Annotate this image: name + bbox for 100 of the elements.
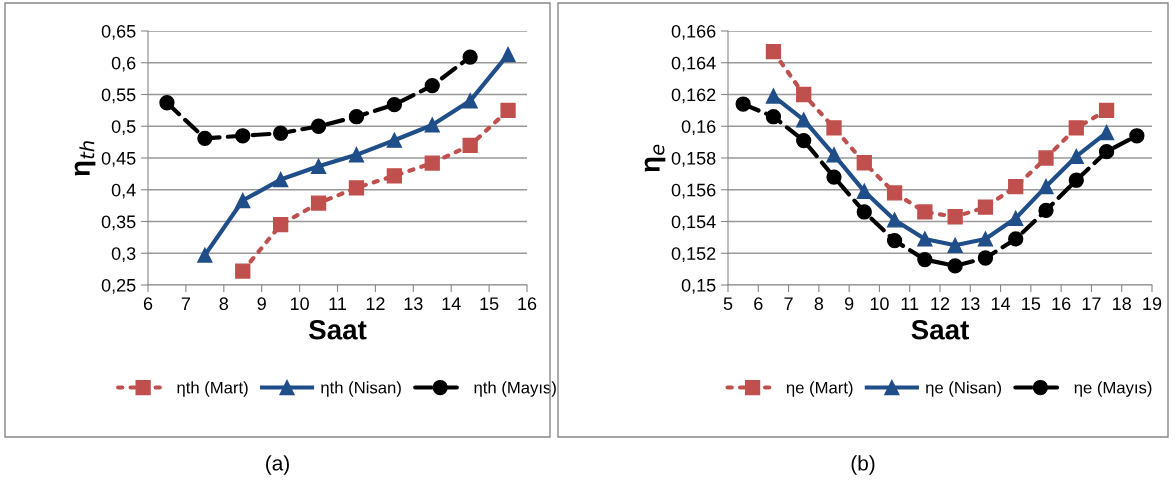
y-tick-label: 0,156 — [671, 183, 716, 199]
x-tick-label: 12 — [931, 297, 950, 310]
x-axis-title: Saat — [308, 319, 367, 340]
point — [159, 95, 175, 111]
point — [500, 102, 516, 119]
x-tick-label: 17 — [1082, 297, 1101, 310]
point — [197, 247, 213, 263]
point — [796, 132, 812, 149]
x-tick-label: 6 — [754, 297, 763, 311]
point — [273, 217, 289, 233]
point — [1038, 150, 1054, 166]
y-tick-label: 0,158 — [671, 151, 716, 167]
point — [197, 130, 213, 146]
point — [462, 137, 478, 153]
point — [977, 231, 994, 247]
point — [1098, 124, 1115, 141]
point — [500, 46, 516, 63]
point — [1068, 120, 1084, 136]
y-tick-label: 0,35 — [101, 215, 136, 231]
y-tick-label: 0,5 — [111, 120, 136, 136]
point — [348, 109, 365, 125]
x-tick-label: 10 — [290, 297, 309, 311]
point — [765, 109, 782, 125]
x-tick-label: 13 — [961, 297, 980, 311]
x-tick-label: 11 — [901, 297, 919, 310]
point — [826, 169, 842, 185]
point — [856, 183, 872, 199]
point — [765, 88, 782, 104]
point — [917, 251, 933, 268]
x-tick-label: 14 — [442, 297, 461, 310]
point — [348, 180, 365, 196]
point — [462, 49, 478, 65]
y-tick-label: 0,25 — [101, 278, 136, 294]
x-tick-label: 9 — [257, 297, 266, 311]
point — [886, 232, 903, 249]
x-tick-label: 16 — [518, 297, 537, 311]
text: (a) — [266, 455, 289, 475]
y-tick-label: 0,45 — [101, 151, 136, 167]
point — [424, 77, 440, 94]
x-tick-label: 10 — [870, 297, 889, 311]
point — [310, 158, 327, 174]
y-tick-label: 0,6 — [111, 56, 136, 72]
y-tick-label: 0,154 — [671, 215, 716, 231]
x-tick-label: 7 — [181, 297, 191, 310]
point — [856, 155, 872, 171]
y-axis-title: η$_{th}$ — [74, 141, 96, 176]
y-tick-label: 0,65 — [101, 24, 136, 40]
point — [1008, 231, 1024, 247]
point — [1068, 172, 1084, 188]
point — [947, 237, 963, 253]
x-tick-label: 8 — [814, 297, 824, 311]
y-tick-label: 0,55 — [101, 88, 136, 104]
x-tick-label: 5 — [723, 297, 733, 311]
point — [235, 263, 251, 279]
point — [917, 231, 933, 247]
y-tick-label: 0,4 — [111, 183, 136, 199]
point — [235, 192, 251, 209]
x-tick-label: 15 — [1022, 297, 1041, 311]
point — [1068, 148, 1084, 165]
point — [386, 168, 402, 184]
x-tick-label: 15 — [480, 297, 499, 311]
x-tick-label: 19 — [1143, 297, 1162, 311]
point — [765, 43, 782, 60]
point — [886, 185, 903, 201]
point — [886, 212, 903, 228]
point — [1038, 178, 1054, 195]
x-axis-title: Saat — [911, 319, 969, 340]
point — [310, 195, 327, 211]
point — [977, 199, 994, 215]
point — [462, 93, 478, 109]
legend-label: ηe (Mayıs) — [1074, 381, 1152, 397]
y-tick-label: 0,15 — [681, 278, 716, 294]
legend-label: ηe (Nisan) — [926, 381, 1002, 397]
y-tick-label: 0,164 — [671, 56, 716, 72]
point — [826, 120, 842, 136]
point — [1098, 102, 1115, 119]
point — [1129, 128, 1145, 144]
point — [1098, 144, 1115, 160]
y-tick-label: 0,3 — [111, 247, 136, 263]
point — [273, 171, 289, 188]
point — [273, 125, 289, 141]
point — [1038, 202, 1054, 219]
x-tick-label: 8 — [219, 297, 229, 311]
point — [947, 209, 963, 225]
point — [235, 128, 251, 144]
point — [917, 204, 933, 220]
point — [348, 147, 365, 163]
x-tick-label: 7 — [784, 297, 793, 310]
point — [826, 147, 842, 163]
x-tick-label: 9 — [844, 297, 854, 311]
legend-label: ηe (Mart) — [786, 381, 853, 397]
point — [947, 258, 963, 274]
y-tick-label: 0,16 — [681, 120, 716, 136]
point — [386, 132, 402, 148]
legend-label: ηth (Nisan) — [321, 381, 401, 397]
point — [310, 118, 327, 134]
x-tick-label: 18 — [1113, 297, 1131, 311]
point — [796, 112, 812, 128]
text: (b) — [851, 455, 875, 475]
x-tick-label: 6 — [143, 297, 153, 311]
